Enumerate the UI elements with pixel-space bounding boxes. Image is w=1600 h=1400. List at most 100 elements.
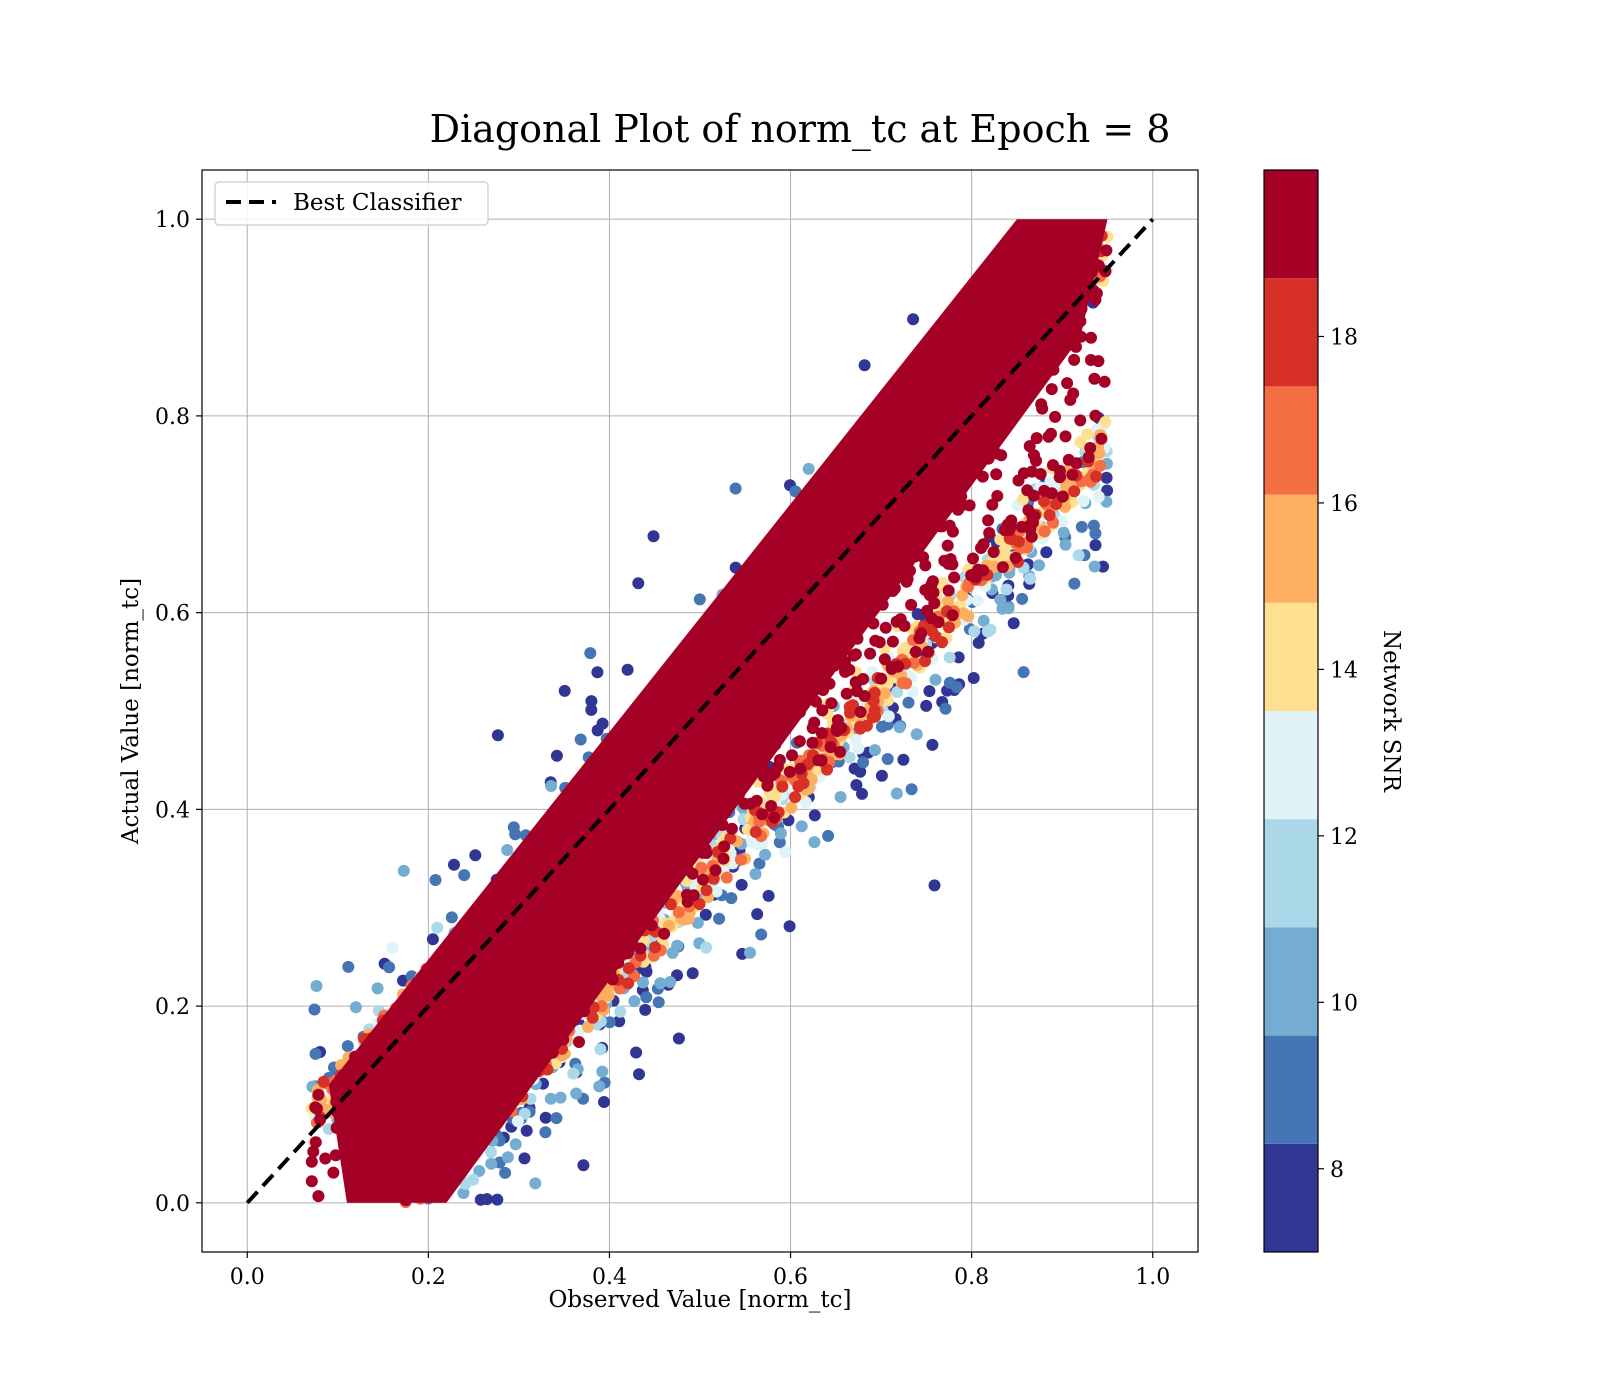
data-point bbox=[1066, 468, 1079, 481]
data-point bbox=[686, 835, 699, 848]
data-point bbox=[783, 647, 796, 660]
data-point bbox=[955, 490, 968, 503]
data-point bbox=[431, 1008, 444, 1021]
data-point bbox=[898, 619, 911, 632]
data-point bbox=[988, 411, 1001, 424]
data-point bbox=[534, 923, 547, 936]
data-point bbox=[389, 1055, 402, 1068]
data-point bbox=[406, 1086, 419, 1099]
data-point bbox=[658, 927, 671, 940]
data-point bbox=[786, 749, 798, 762]
data-point bbox=[478, 1100, 491, 1113]
data-point bbox=[309, 1047, 322, 1060]
data-point bbox=[484, 1004, 497, 1017]
data-point bbox=[699, 908, 712, 921]
data-point bbox=[501, 1151, 514, 1164]
data-point bbox=[378, 1131, 391, 1144]
data-point bbox=[422, 1039, 435, 1052]
legend-box bbox=[214, 181, 489, 226]
data-point bbox=[457, 1187, 470, 1199]
data-point bbox=[388, 1169, 401, 1182]
data-point bbox=[875, 769, 888, 782]
data-point bbox=[426, 933, 439, 946]
data-point bbox=[1075, 520, 1088, 533]
data-point bbox=[994, 533, 1007, 546]
data-point bbox=[347, 1181, 359, 1194]
data-point bbox=[875, 672, 888, 685]
data-point bbox=[698, 726, 711, 739]
data-point bbox=[507, 821, 520, 834]
data-point bbox=[1092, 259, 1105, 272]
data-point bbox=[868, 686, 881, 699]
data-point bbox=[389, 1029, 402, 1042]
data-point bbox=[558, 684, 571, 697]
data-point bbox=[317, 1075, 330, 1088]
data-point bbox=[825, 697, 838, 710]
data-point bbox=[637, 976, 649, 989]
colorbar bbox=[1263, 169, 1319, 1253]
data-point bbox=[485, 1146, 497, 1159]
data-point bbox=[412, 1095, 425, 1108]
data-point bbox=[1089, 293, 1102, 306]
data-point bbox=[569, 961, 582, 974]
data-point bbox=[389, 1149, 402, 1162]
data-point bbox=[585, 703, 598, 716]
data-point bbox=[620, 808, 633, 821]
data-point bbox=[991, 433, 1004, 446]
data-point bbox=[547, 900, 560, 913]
data-point bbox=[808, 809, 821, 822]
data-point bbox=[681, 888, 693, 901]
data-point bbox=[446, 1038, 459, 1051]
data-point bbox=[488, 944, 501, 957]
data-point bbox=[806, 722, 819, 734]
data-point bbox=[488, 1019, 500, 1031]
data-point bbox=[886, 585, 899, 597]
data-point bbox=[812, 646, 825, 659]
data-point bbox=[526, 918, 539, 931]
data-point bbox=[380, 1052, 393, 1065]
data-point bbox=[540, 883, 553, 896]
data-point bbox=[361, 1123, 374, 1135]
data-point bbox=[1009, 551, 1022, 564]
data-point bbox=[700, 941, 713, 954]
data-point bbox=[886, 635, 899, 648]
data-point bbox=[902, 696, 915, 709]
data-point bbox=[504, 1069, 517, 1081]
data-point bbox=[485, 1157, 498, 1170]
data-point bbox=[480, 1193, 493, 1206]
colorbar-frame bbox=[1263, 169, 1319, 1253]
data-point bbox=[858, 574, 871, 587]
colorbar-tick-label: 14 bbox=[1330, 658, 1358, 683]
data-point bbox=[1100, 471, 1113, 484]
data-point bbox=[693, 593, 706, 606]
data-point bbox=[652, 996, 665, 1009]
data-point bbox=[740, 771, 753, 784]
data-point bbox=[386, 941, 399, 954]
data-point bbox=[1072, 549, 1085, 562]
data-point bbox=[520, 899, 533, 911]
data-point bbox=[968, 401, 981, 414]
data-point bbox=[677, 770, 690, 783]
data-point bbox=[854, 706, 867, 718]
data-point bbox=[1058, 327, 1071, 339]
data-point bbox=[928, 879, 941, 892]
data-point bbox=[864, 647, 877, 660]
data-point bbox=[349, 1050, 362, 1063]
data-point bbox=[520, 1048, 533, 1061]
data-point bbox=[848, 762, 861, 775]
data-point bbox=[349, 1001, 362, 1014]
data-point bbox=[577, 1159, 590, 1172]
data-point bbox=[828, 633, 841, 646]
data-point bbox=[735, 853, 747, 866]
data-point bbox=[843, 663, 856, 676]
data-point bbox=[457, 1108, 469, 1121]
data-point bbox=[753, 857, 766, 870]
data-point bbox=[633, 1068, 645, 1081]
x-tick-label: 0.2 bbox=[411, 1265, 446, 1290]
data-point bbox=[880, 549, 893, 562]
data-point bbox=[794, 762, 807, 775]
data-point bbox=[713, 731, 726, 744]
data-point bbox=[621, 663, 634, 676]
data-point bbox=[785, 714, 798, 727]
data-point bbox=[720, 871, 733, 884]
